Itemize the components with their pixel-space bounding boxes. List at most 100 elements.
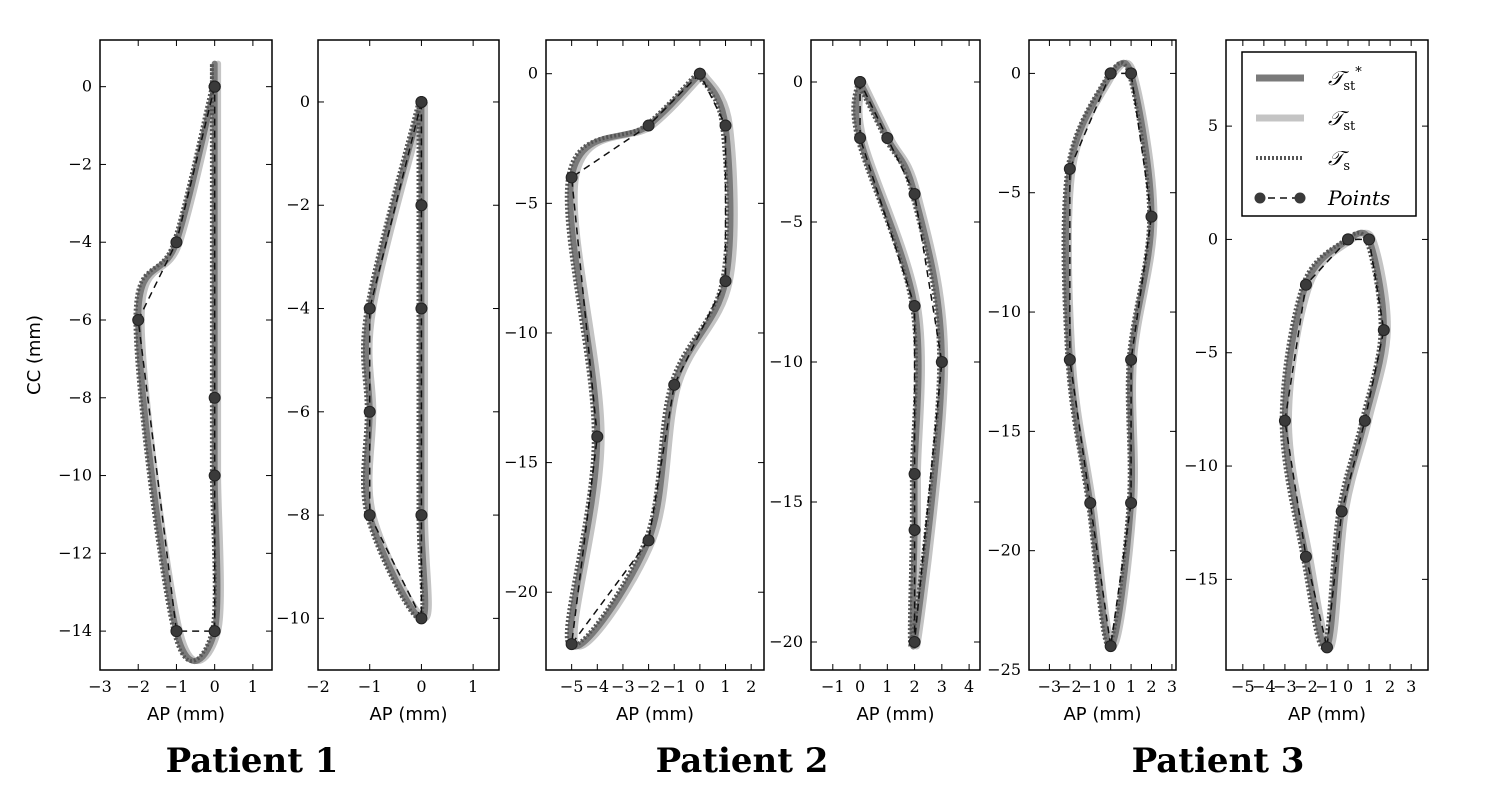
x-tick-label: −2 <box>637 677 661 696</box>
data-point <box>208 625 221 638</box>
data-point <box>908 188 921 200</box>
y-tick-label: −12 <box>58 543 92 562</box>
data-point <box>719 119 732 132</box>
data-point <box>1363 233 1376 246</box>
y-tick-label: −20 <box>987 541 1021 560</box>
y-tick-label: −8 <box>68 388 92 407</box>
data-point <box>908 300 921 312</box>
x-tick-label: 1 <box>468 677 478 696</box>
x-tick-label: −1 <box>165 677 189 696</box>
x-tick-label: −2 <box>306 677 330 696</box>
x-tick-label: 2 <box>909 677 919 696</box>
data-point <box>1342 233 1355 246</box>
data-point <box>415 95 428 108</box>
data-point <box>1084 496 1097 509</box>
series-points-line <box>570 73 727 647</box>
x-tick-label: −1 <box>358 677 382 696</box>
data-point <box>719 275 732 288</box>
legend-entry-tst: 𝒯st <box>1256 106 1356 134</box>
series-tst-curve <box>138 60 224 664</box>
data-point <box>363 405 376 418</box>
x-tick-label: −5 <box>560 677 584 696</box>
x-tick-label: −5 <box>1231 677 1255 696</box>
y-tick-label: −5 <box>997 183 1021 202</box>
x-tick-label: 4 <box>964 677 974 696</box>
axes-frame <box>317 39 500 671</box>
axes-frame <box>810 39 981 671</box>
data-point <box>415 199 428 212</box>
data-point <box>415 509 428 522</box>
y-tick-label: 0 <box>528 64 538 83</box>
data-point <box>1278 414 1291 427</box>
x-axis-label: AP (mm) <box>856 704 934 725</box>
x-tick-label: 0 <box>416 677 426 696</box>
data-point <box>693 67 706 80</box>
y-tick-label: −4 <box>68 232 92 251</box>
y-axis-label: CC (mm) <box>24 315 45 395</box>
series-points-line <box>1069 72 1153 647</box>
x-tick-label: 0 <box>855 677 865 696</box>
y-tick-label: 5 <box>1208 116 1218 135</box>
series-ts-curve <box>564 72 729 649</box>
x-tick-label: −3 <box>1273 677 1297 696</box>
data-point <box>591 430 604 443</box>
data-point <box>1125 496 1138 509</box>
data-point <box>415 612 428 625</box>
patient-3-label: Patient 3 <box>1132 741 1305 781</box>
data-point <box>1358 414 1371 427</box>
data-point <box>170 625 183 638</box>
x-tick-label: 3 <box>1406 677 1416 696</box>
y-tick-label: −15 <box>769 492 803 511</box>
data-point <box>908 636 921 648</box>
legend-sub: st <box>1343 79 1356 94</box>
x-tick-label: −4 <box>1252 677 1276 696</box>
data-point <box>854 76 867 88</box>
y-tick-label: −10 <box>769 352 803 371</box>
data-point <box>565 171 578 184</box>
x-tick-label: 2 <box>746 677 756 696</box>
y-tick-label: −15 <box>987 421 1021 440</box>
data-point <box>363 509 376 522</box>
y-tick-label: −2 <box>286 195 310 214</box>
x-tick-label: 0 <box>210 677 220 696</box>
y-tick-label: −5 <box>1194 343 1218 362</box>
y-tick-label: 0 <box>82 77 92 96</box>
x-tick-label: 0 <box>1106 677 1116 696</box>
x-tick-label: 3 <box>937 677 947 696</box>
data-point <box>1104 640 1117 653</box>
y-tick-label: 0 <box>793 72 803 91</box>
x-axis-label: AP (mm) <box>616 704 694 725</box>
x-tick-label: 1 <box>1126 677 1136 696</box>
data-point <box>935 356 948 368</box>
series-ts-curve <box>1279 230 1383 650</box>
data-point <box>1377 324 1390 337</box>
axes-frame <box>99 39 273 671</box>
series-tst-star-curve <box>567 71 734 650</box>
y-tick-label: 0 <box>1011 63 1021 82</box>
x-tick-label: 2 <box>1146 677 1156 696</box>
x-axis-label: AP (mm) <box>147 704 225 725</box>
data-point <box>1125 353 1138 366</box>
legend-sup: * <box>1355 65 1362 80</box>
data-point <box>642 534 655 547</box>
x-axis-label: AP (mm) <box>1288 704 1366 725</box>
data-point <box>1299 550 1312 563</box>
series-points-line <box>1284 238 1385 648</box>
data-point <box>854 132 867 144</box>
x-tick-label: −1 <box>1078 677 1102 696</box>
y-tick-label: −10 <box>504 323 538 342</box>
y-tick-label: −20 <box>769 632 803 651</box>
x-tick-label: −4 <box>585 677 609 696</box>
data-point <box>908 468 921 480</box>
y-tick-label: −15 <box>1184 569 1218 588</box>
x-axis-label: AP (mm) <box>1063 704 1141 725</box>
data-point <box>208 80 221 93</box>
data-point <box>881 132 894 144</box>
